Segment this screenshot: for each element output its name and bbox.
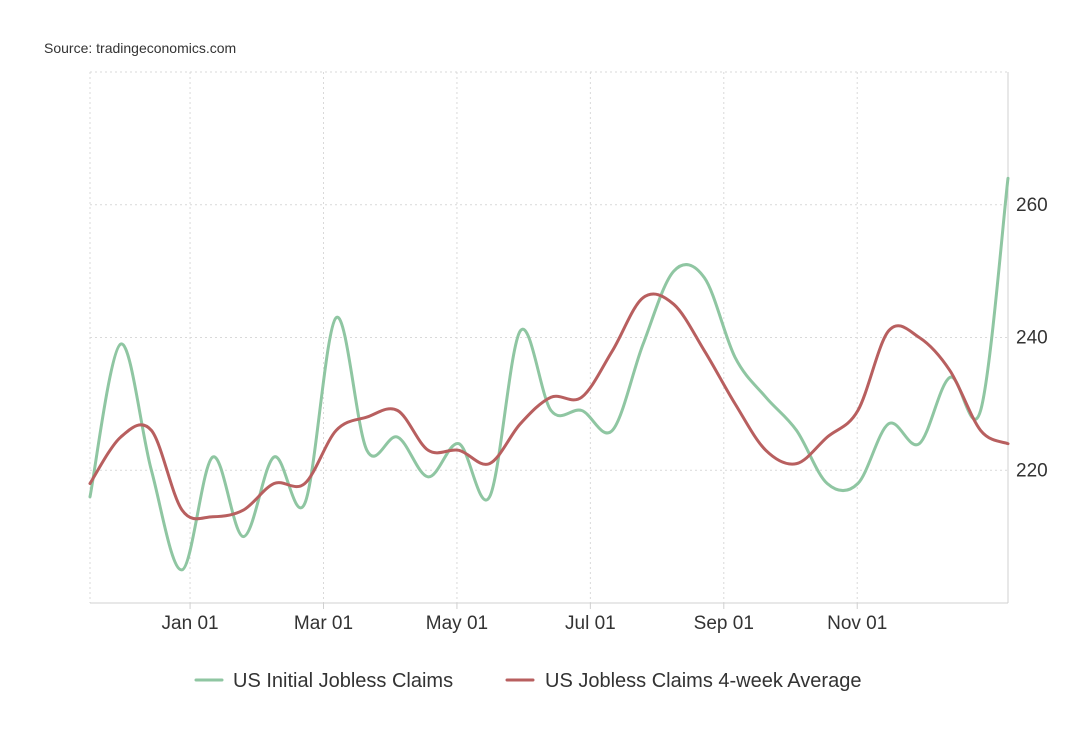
y-tick-label: 220 <box>1016 460 1048 481</box>
series-lines <box>88 176 1010 572</box>
y-tick-label: 260 <box>1016 195 1048 216</box>
legend-label-4week-average[interactable]: US Jobless Claims 4-week Average <box>545 670 861 692</box>
axes: 220 240 260 Jan 01 Mar 01 May 01 Jul 01 Sep 01 N… <box>90 72 1048 634</box>
x-tick-label: Mar 01 <box>294 613 353 634</box>
y-tick-label: 240 <box>1016 328 1048 349</box>
legend: US Initial Jobless Claims US Jobless Clai… <box>194 670 861 692</box>
series-line-4week-average <box>88 292 1010 521</box>
source-label: Source: tradingeconomics.com <box>44 40 236 56</box>
x-tick-label: May 01 <box>426 613 488 634</box>
x-tick-label: Sep 01 <box>694 613 754 634</box>
legend-label-initial-claims[interactable]: US Initial Jobless Claims <box>233 670 453 692</box>
series-line-initial-claims <box>88 176 1010 572</box>
x-tick-label: Jan 01 <box>162 613 219 634</box>
x-tick-label: Jul 01 <box>565 613 616 634</box>
x-tick-label: Nov 01 <box>827 613 887 634</box>
grid <box>89 71 1008 603</box>
